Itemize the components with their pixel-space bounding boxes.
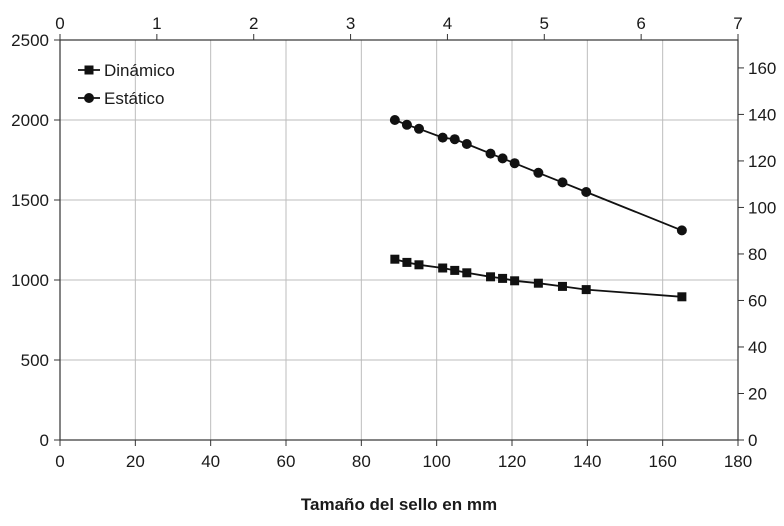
y-tick-label: 2500	[11, 31, 49, 50]
y2-tick-label: 120	[748, 152, 776, 171]
data-point	[414, 260, 424, 270]
y-tick-label: 2000	[11, 111, 49, 130]
series-plot	[389, 115, 687, 302]
x2-tick-label: 1	[152, 14, 161, 33]
x-axis-title: Tamaño del sello en mm	[301, 495, 497, 514]
y2-tick-label: 0	[748, 431, 757, 450]
x-tick-label: 140	[573, 452, 601, 471]
x-tick-label: 60	[277, 452, 296, 471]
data-point	[486, 272, 496, 282]
data-point	[497, 153, 508, 164]
x2-tick-label: 5	[540, 14, 549, 33]
data-point	[402, 257, 412, 267]
y-tick-label: 500	[21, 351, 49, 370]
data-point	[533, 278, 543, 288]
data-point	[450, 265, 460, 275]
x2-tick-label: 0	[55, 14, 64, 33]
axes	[59, 39, 739, 441]
data-point	[557, 281, 567, 291]
data-point	[437, 132, 448, 143]
data-point	[461, 139, 472, 149]
x-tick-label: 120	[498, 452, 526, 471]
plot-frame	[59, 39, 739, 441]
data-point	[438, 263, 448, 273]
y-tick-label: 1000	[11, 271, 49, 290]
x-tick-label: 180	[724, 452, 752, 471]
y2-tick-label: 100	[748, 198, 776, 217]
legend-marker	[84, 65, 94, 75]
x2-tick-label: 4	[443, 14, 452, 33]
y2-tick-label: 140	[748, 105, 776, 124]
data-point	[449, 134, 460, 145]
x-tick-label: 80	[352, 452, 371, 471]
x-tick-label: 100	[422, 452, 450, 471]
data-point	[462, 268, 472, 278]
series-1	[390, 254, 687, 302]
x2-tick-label: 7	[733, 14, 742, 33]
data-point	[509, 158, 520, 169]
legend: Dinámico Estático	[78, 61, 175, 108]
series-2	[389, 115, 687, 236]
y2-tick-label: 160	[748, 59, 776, 78]
x-tick-label: 20	[126, 452, 145, 471]
y2-tick-label: 20	[748, 384, 767, 403]
x-tick-label: 0	[55, 452, 64, 471]
legend-item: Dinámico	[78, 61, 175, 80]
data-point	[413, 123, 424, 134]
y-tick-label: 0	[40, 431, 49, 450]
data-point	[533, 167, 544, 178]
data-point	[485, 148, 496, 159]
legend-label: Dinámico	[104, 61, 175, 80]
data-point	[390, 254, 400, 264]
y-tick-label: 1500	[11, 191, 49, 210]
y2-tick-label: 40	[748, 338, 767, 357]
data-point	[581, 187, 592, 197]
data-point	[677, 292, 687, 302]
series-line	[394, 258, 682, 298]
data-point	[401, 119, 412, 130]
x2-tick-label: 3	[346, 14, 355, 33]
x-tick-label: 40	[201, 452, 220, 471]
legend-item: Estático	[78, 89, 164, 108]
x2-tick-label: 6	[636, 14, 645, 33]
data-point	[557, 177, 568, 188]
x2-tick-label: 2	[249, 14, 258, 33]
data-point	[498, 273, 508, 283]
data-point	[676, 225, 687, 236]
legend-marker	[84, 93, 94, 103]
x-tick-label: 160	[648, 452, 676, 471]
y2-tick-label: 60	[748, 291, 767, 310]
grid-lines	[60, 40, 738, 440]
y2-tick-label: 80	[748, 245, 767, 264]
legend-label: Estático	[104, 89, 164, 108]
data-point	[389, 115, 400, 125]
data-point	[510, 276, 520, 286]
data-point	[581, 285, 591, 295]
